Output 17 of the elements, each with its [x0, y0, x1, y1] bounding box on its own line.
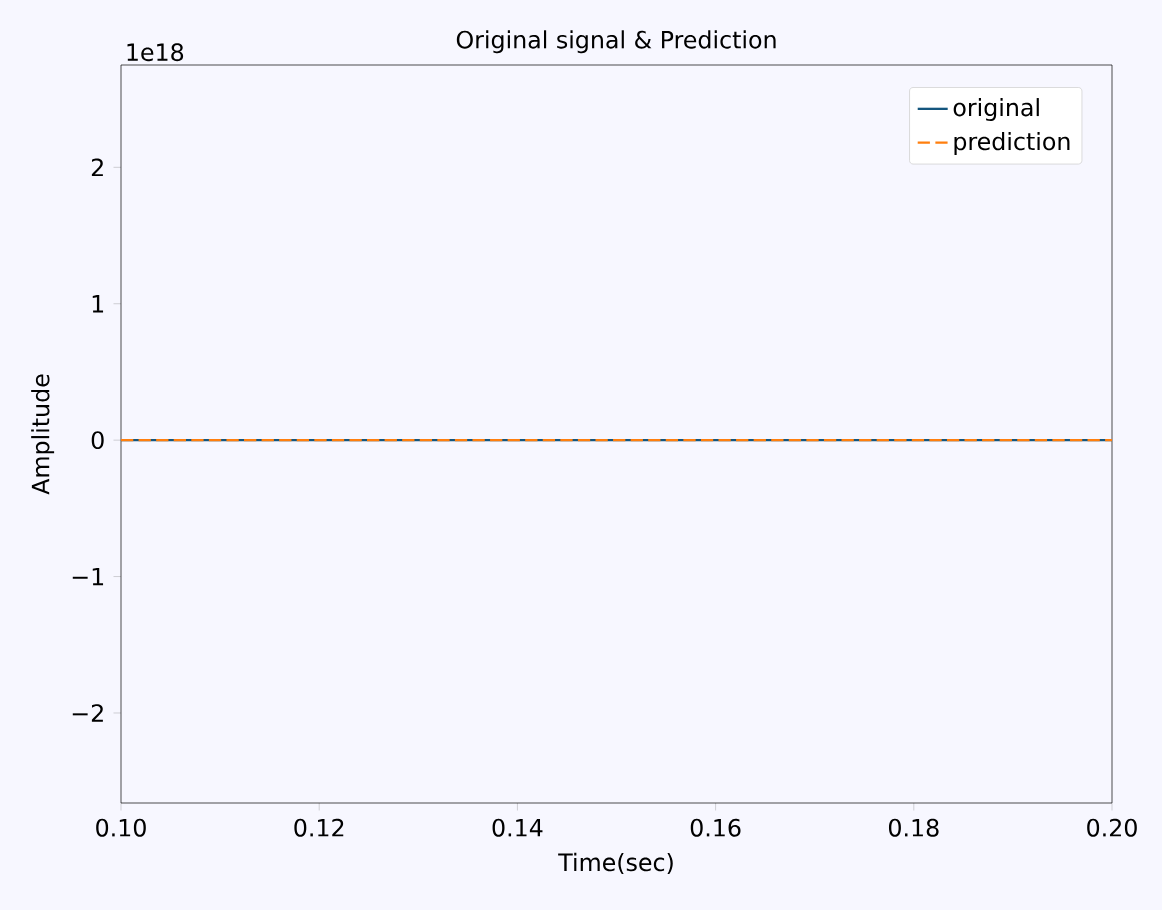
chart-title: Original signal & Prediction — [456, 30, 776, 54]
x-tick-label: 0.20 — [1087, 818, 1137, 837]
y-tick-label: 1 — [92, 295, 104, 313]
x-tick-label: 0.16 — [690, 818, 741, 837]
x-tick-label: 0.14 — [492, 818, 543, 837]
y-axis-title: Amplitude — [31, 374, 55, 495]
x-tick-label: 0.10 — [96, 818, 146, 837]
y-tick-label: −2 — [72, 704, 103, 722]
legend-label: original — [953, 98, 1039, 121]
text: 1e18 — [127, 43, 184, 62]
y-tick-label: 0 — [91, 431, 104, 450]
y-tick-label: 2 — [91, 158, 103, 177]
x-tick-label: 0.18 — [888, 818, 939, 837]
x-axis-title: Time(sec) — [558, 852, 673, 875]
y-tick-label: −1 — [72, 567, 104, 586]
x-tick-label: 0.12 — [294, 818, 344, 837]
legend-label: prediction — [954, 131, 1070, 155]
